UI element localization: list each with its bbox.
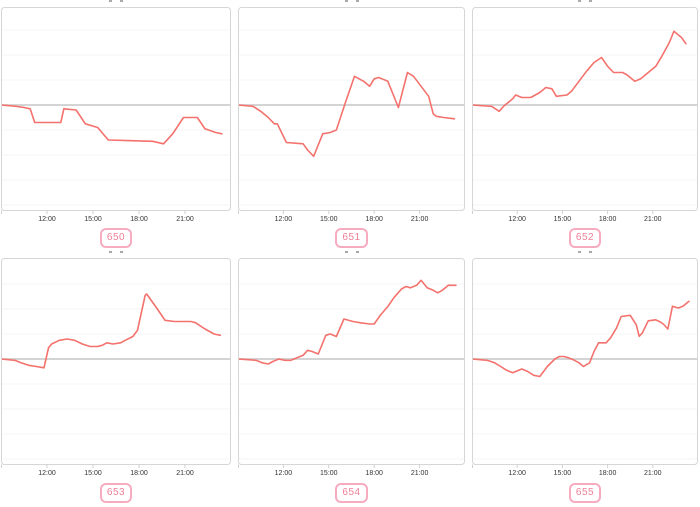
clipped-title-fragment (1, 0, 231, 7)
x-tick-label: 21:00 (410, 216, 429, 223)
x-tick-label: 15:00 (320, 216, 338, 223)
x-axis-labels: 12:00 15:00 18:00 21:00 (1, 215, 231, 225)
x-tick-label: 15:00 (553, 216, 572, 223)
sparkline-chart-654 (238, 258, 465, 468)
clipped-title-fragment (472, 0, 698, 7)
x-tick-label: 21:00 (644, 470, 662, 477)
x-axis-labels: 12:00 15:00 18:00 21:00 (472, 215, 698, 225)
x-tick-label: 12:00 (274, 470, 293, 477)
clipped-title-fragment (1, 251, 231, 258)
x-axis-labels: 12:00 15:00 18:00 21:00 (472, 469, 698, 479)
x-tick-label: 18:00 (365, 216, 383, 223)
sparkline-chart-651 (238, 7, 465, 214)
x-axis-labels: 12:00 15:00 18:00 21:00 (238, 215, 465, 225)
chart-cell-654: 12:00 15:00 18:00 21:00 654 (238, 251, 465, 503)
chart-cell-655: 12:00 15:00 18:00 21:00 655 (472, 251, 698, 503)
x-tick-label: 21:00 (176, 470, 194, 477)
chart-badge-650[interactable]: 650 (99, 228, 133, 248)
x-tick-label: 18:00 (130, 470, 148, 477)
x-tick-label: 12:00 (274, 216, 293, 223)
x-tick-label: 15:00 (320, 470, 338, 477)
clipped-title-fragment (238, 0, 465, 7)
x-tick-label: 21:00 (176, 216, 194, 223)
sparkline-chart-652 (472, 7, 698, 214)
x-tick-label: 21:00 (644, 216, 662, 223)
x-tick-label: 15:00 (553, 470, 572, 477)
x-tick-label: 12:00 (38, 470, 56, 477)
x-tick-label: 18:00 (365, 470, 383, 477)
x-axis-labels: 12:00 15:00 18:00 21:00 (238, 469, 465, 479)
x-tick-label: 18:00 (598, 216, 617, 223)
chart-cell-650: 12:00 15:00 18:00 21:00 650 (1, 0, 231, 248)
sparkline-chart-655 (472, 258, 698, 468)
chart-cell-651: 12:00 15:00 18:00 21:00 651 (238, 0, 465, 248)
x-tick-label: 21:00 (410, 470, 429, 477)
x-tick-label: 12:00 (38, 216, 56, 223)
chart-badge-652[interactable]: 652 (568, 228, 602, 248)
chart-cell-653: 12:00 15:00 18:00 21:00 653 (1, 251, 231, 503)
x-axis-labels: 12:00 15:00 18:00 21:00 (1, 469, 231, 479)
x-tick-label: 18:00 (598, 470, 617, 477)
x-tick-label: 12:00 (508, 216, 526, 223)
x-tick-label: 15:00 (84, 470, 102, 477)
chart-cell-652: 12:00 15:00 18:00 21:00 652 (472, 0, 698, 248)
x-tick-label: 18:00 (130, 216, 148, 223)
x-tick-label: 15:00 (84, 216, 102, 223)
clipped-title-fragment (238, 251, 465, 258)
x-tick-label: 12:00 (508, 470, 526, 477)
clipped-title-fragment (472, 251, 698, 258)
sparkline-chart-650 (1, 7, 231, 214)
chart-badge-653[interactable]: 653 (99, 483, 133, 503)
chart-badge-655[interactable]: 655 (568, 483, 602, 503)
chart-badge-654[interactable]: 654 (335, 483, 368, 503)
chart-badge-651[interactable]: 651 (335, 228, 368, 248)
sparkline-chart-653 (1, 258, 231, 468)
